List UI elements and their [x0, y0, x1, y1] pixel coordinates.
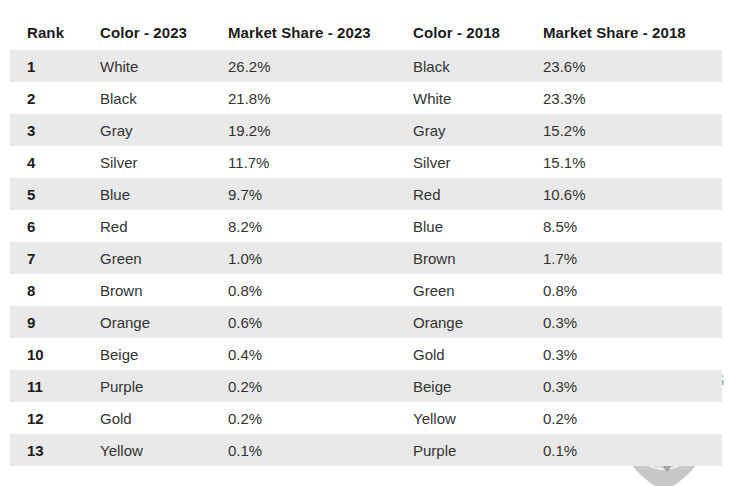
color-market-share-table: Rank Color - 2023 Market Share - 2023 Co… [10, 0, 722, 466]
color-2018-cell: Purple [413, 442, 543, 459]
share-2023-cell: 21.8% [228, 90, 413, 107]
share-2018-cell: 15.1% [543, 154, 722, 171]
table-row: 12Gold0.2%Yellow0.2% [10, 402, 722, 434]
share-2018-cell: 0.8% [543, 282, 722, 299]
color-2018-cell: Gold [413, 346, 543, 363]
rank-cell: 6 [27, 218, 100, 235]
share-2023-cell: 9.7% [228, 186, 413, 203]
share-2018-cell: 0.1% [543, 442, 722, 459]
share-2018-cell: 0.3% [543, 314, 722, 331]
color-2023-cell: Gold [100, 410, 228, 427]
share-2018-cell: 0.2% [543, 410, 722, 427]
color-2018-cell: Red [413, 186, 543, 203]
table-row: 3Gray19.2%Gray15.2% [10, 114, 722, 146]
share-2018-cell: 15.2% [543, 122, 722, 139]
color-2023-cell: Brown [100, 282, 228, 299]
color-2023-cell: Blue [100, 186, 228, 203]
color-2018-cell: Black [413, 58, 543, 75]
page: AUTO SPIES AUTO SPIES Rank [0, 0, 732, 486]
table-row: 1White26.2%Black23.6% [10, 50, 722, 82]
rank-cell: 9 [27, 314, 100, 331]
table-row: 10Beige0.4%Gold0.3% [10, 338, 722, 370]
color-2018-cell: Beige [413, 378, 543, 395]
color-2023-cell: Black [100, 90, 228, 107]
color-2023-cell: White [100, 58, 228, 75]
rank-cell: 7 [27, 250, 100, 267]
share-2023-cell: 0.4% [228, 346, 413, 363]
rank-cell: 12 [27, 410, 100, 427]
rank-cell: 1 [27, 58, 100, 75]
color-2023-cell: Yellow [100, 442, 228, 459]
color-2018-cell: Blue [413, 218, 543, 235]
header-market-share-2023: Market Share - 2023 [228, 24, 413, 41]
color-2023-cell: Silver [100, 154, 228, 171]
table-row: 5Blue9.7%Red10.6% [10, 178, 722, 210]
share-2023-cell: 0.1% [228, 442, 413, 459]
share-2018-cell: 8.5% [543, 218, 722, 235]
rank-cell: 4 [27, 154, 100, 171]
table-row: 4Silver11.7%Silver15.1% [10, 146, 722, 178]
color-2023-cell: Orange [100, 314, 228, 331]
rank-cell: 2 [27, 90, 100, 107]
color-2018-cell: Yellow [413, 410, 543, 427]
header-rank: Rank [27, 24, 100, 41]
color-2018-cell: Gray [413, 122, 543, 139]
share-2023-cell: 0.2% [228, 410, 413, 427]
color-2023-cell: Gray [100, 122, 228, 139]
share-2018-cell: 0.3% [543, 346, 722, 363]
share-2023-cell: 0.8% [228, 282, 413, 299]
share-2023-cell: 0.6% [228, 314, 413, 331]
header-color-2018: Color - 2018 [413, 24, 543, 41]
color-2018-cell: Green [413, 282, 543, 299]
table-row: 9Orange0.6%Orange0.3% [10, 306, 722, 338]
share-2023-cell: 26.2% [228, 58, 413, 75]
rank-cell: 13 [27, 442, 100, 459]
share-2018-cell: 23.6% [543, 58, 722, 75]
color-2023-cell: Purple [100, 378, 228, 395]
share-2023-cell: 11.7% [228, 154, 413, 171]
table-row: 13Yellow0.1%Purple0.1% [10, 434, 722, 466]
table-row: 8Brown0.8%Green0.8% [10, 274, 722, 306]
share-2023-cell: 19.2% [228, 122, 413, 139]
color-2018-cell: Silver [413, 154, 543, 171]
table-body: 1White26.2%Black23.6%2Black21.8%White23.… [10, 50, 722, 466]
share-2018-cell: 1.7% [543, 250, 722, 267]
table-row: 11Purple0.2%Beige0.3% [10, 370, 722, 402]
rank-cell: 11 [27, 378, 100, 395]
header-market-share-2018: Market Share - 2018 [543, 24, 722, 41]
table-row: 6Red8.2%Blue8.5% [10, 210, 722, 242]
table-row: 2Black21.8%White23.3% [10, 82, 722, 114]
share-2018-cell: 0.3% [543, 378, 722, 395]
color-2023-cell: Beige [100, 346, 228, 363]
rank-cell: 3 [27, 122, 100, 139]
share-2023-cell: 0.2% [228, 378, 413, 395]
rank-cell: 8 [27, 282, 100, 299]
color-2018-cell: White [413, 90, 543, 107]
color-2023-cell: Red [100, 218, 228, 235]
table-row: 7Green1.0%Brown1.7% [10, 242, 722, 274]
color-2018-cell: Brown [413, 250, 543, 267]
share-2018-cell: 10.6% [543, 186, 722, 203]
rank-cell: 5 [27, 186, 100, 203]
share-2018-cell: 23.3% [543, 90, 722, 107]
rank-cell: 10 [27, 346, 100, 363]
share-2023-cell: 1.0% [228, 250, 413, 267]
table-header-row: Rank Color - 2023 Market Share - 2023 Co… [10, 0, 722, 50]
color-2023-cell: Green [100, 250, 228, 267]
share-2023-cell: 8.2% [228, 218, 413, 235]
header-color-2023: Color - 2023 [100, 24, 228, 41]
color-2018-cell: Orange [413, 314, 543, 331]
